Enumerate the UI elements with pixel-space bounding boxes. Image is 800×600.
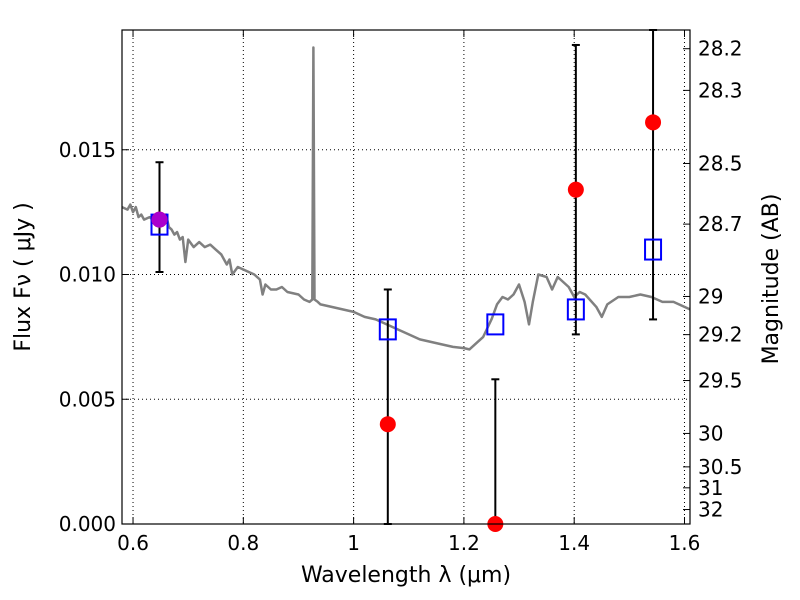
mag-tick-label: 29.5 [698, 369, 743, 393]
mag-tick-label: 32 [698, 498, 723, 522]
mag-tick-label: 28.2 [698, 37, 743, 61]
series-lines [121, 46, 691, 351]
photometry-square-marker [644, 238, 663, 261]
x-tick-label: 1.6 [669, 531, 701, 555]
mag-tick-label: 30.5 [698, 455, 743, 479]
y-axis-label: Flux Fν ( μJy ) [11, 202, 36, 351]
plot-area [122, 30, 690, 524]
x-axis-label: Wavelength λ (μm) [301, 563, 511, 588]
mag-tick-label: 28.3 [698, 78, 743, 102]
y-tick-label: 0.010 [59, 263, 116, 287]
mag-tick-label: 30 [698, 421, 723, 445]
y2-axis-label: Magnitude (AB) [759, 194, 784, 365]
x-tick-label: 1 [347, 531, 360, 555]
photometry-square-marker [378, 318, 397, 341]
markers [150, 114, 663, 532]
mag-tick-label: 29 [698, 284, 723, 308]
photometry-square-marker [486, 313, 505, 336]
y-tick-label: 0.000 [59, 512, 116, 536]
spectrum-line [121, 46, 691, 351]
observed-flux-marker [379, 416, 396, 433]
axis-ticks: 0.6 0.8 1 1.2 1.4 1.6 0.000 0.005 0.010 0.015 28.2… [59, 30, 743, 555]
mag-tick-label: 29.2 [698, 323, 743, 347]
mag-tick-label: 28.7 [698, 212, 743, 236]
y-tick-label: 0.015 [59, 138, 116, 162]
mag-tick-label: 28.5 [698, 151, 743, 175]
observed-flux-marker [567, 181, 584, 198]
x-tick-label: 1.2 [448, 531, 480, 555]
x-tick-label: 0.8 [227, 531, 259, 555]
plot-frame [121, 29, 691, 525]
observed-flux-marker [645, 114, 662, 131]
y-tick-label: 0.005 [59, 387, 116, 411]
photometry-square-marker [566, 298, 585, 321]
x-tick-label: 0.6 [117, 531, 149, 555]
x-tick-label: 1.4 [558, 531, 590, 555]
overlap-marker [151, 211, 168, 228]
mag-tick-label: 31 [698, 476, 723, 500]
